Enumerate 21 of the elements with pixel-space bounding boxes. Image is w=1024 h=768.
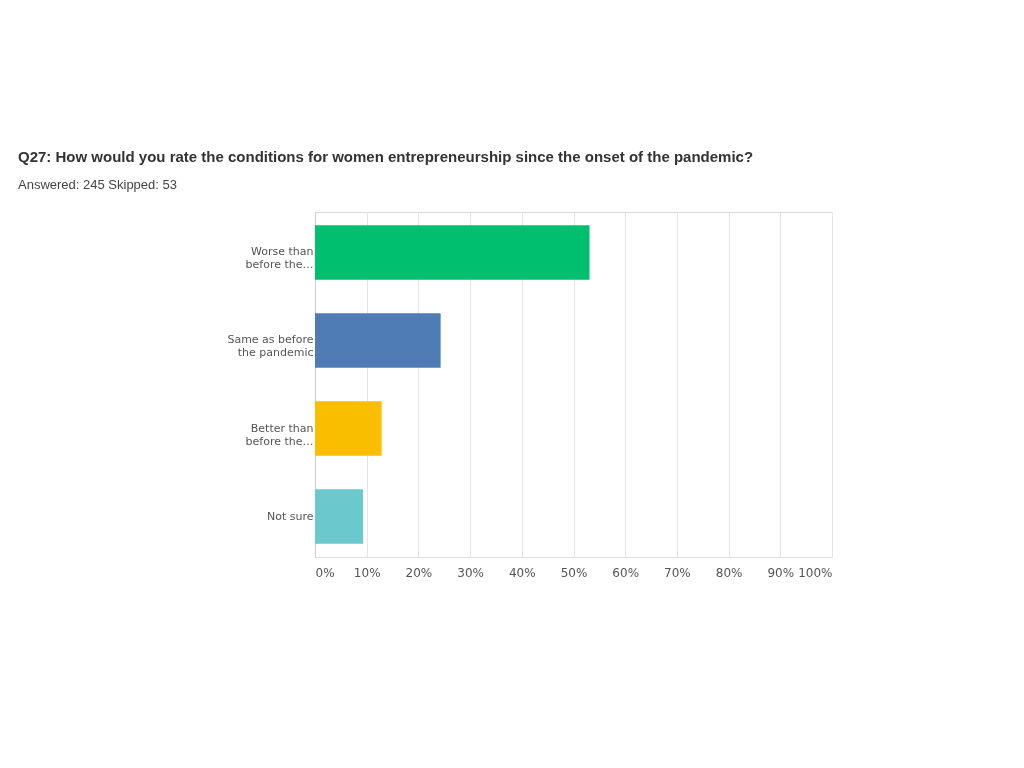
x-tick-label: 80% xyxy=(715,565,743,580)
y-tick-label: Same as before the pandemic xyxy=(227,333,314,360)
x-tick-label: 0% xyxy=(315,565,335,580)
x-tick-label: 100% xyxy=(798,565,833,580)
x-tick-label: 50% xyxy=(560,565,588,580)
y-tick-label: Worse than before the… xyxy=(245,245,314,272)
chart-title: Q27: How would you rate the conditions for women entrepreneurship since the onset of the pandemic? xyxy=(18,148,754,165)
bar xyxy=(315,401,382,456)
x-tick-label: 40% xyxy=(508,565,536,580)
x-tick-label: 70% xyxy=(664,565,691,580)
x-tick-label: 90% xyxy=(767,565,795,580)
x-tick-label: 20% xyxy=(405,565,433,580)
text: Answered: 245 Skipped: 53 xyxy=(18,177,177,192)
bar xyxy=(315,225,590,280)
x-tick-label: 30% xyxy=(457,565,484,580)
y-tick-label: Not sure xyxy=(266,509,314,523)
bar xyxy=(315,313,441,368)
x-tick-label: 10% xyxy=(353,565,381,580)
x-tick-label: 60% xyxy=(612,565,640,580)
bar xyxy=(315,489,364,544)
y-tick-label: Better than before the… xyxy=(245,421,314,448)
